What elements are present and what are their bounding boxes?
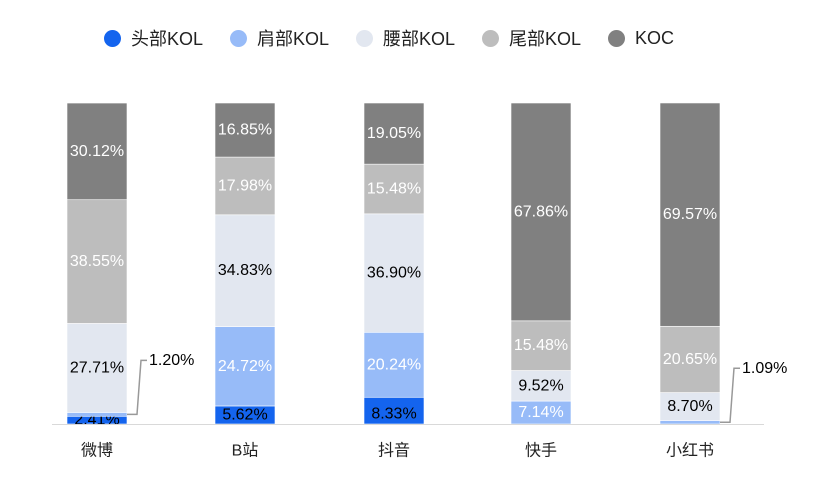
- data-label: 24.72%: [218, 358, 272, 375]
- bar-segment: [363, 213, 425, 333]
- legend-label: 肩部KOL: [257, 29, 330, 49]
- legend-swatch: [104, 29, 121, 47]
- bar-segment: [510, 370, 572, 402]
- bar-segment: [66, 102, 128, 201]
- data-label: 15.48%: [367, 180, 421, 197]
- legend-label: KOC: [635, 27, 675, 48]
- bar-segment: [659, 102, 721, 327]
- legend-swatch: [230, 29, 247, 47]
- bar-segment: [214, 214, 276, 327]
- legend-item: 肩部KOL: [230, 24, 329, 52]
- data-label: 16.85%: [218, 122, 272, 139]
- data-label: 19.05%: [367, 125, 421, 142]
- data-label: 34.83%: [218, 262, 272, 279]
- bar-segment: [510, 102, 572, 322]
- legend-swatch: [356, 29, 373, 47]
- data-label: 17.98%: [218, 177, 272, 194]
- legend-swatch: [482, 29, 499, 47]
- data-label: 8.70%: [667, 398, 712, 415]
- bar-segment: [659, 420, 721, 425]
- legend-item: 尾部KOL: [482, 24, 581, 52]
- bar-segment: [66, 412, 128, 417]
- x-tick-label: B站: [232, 442, 259, 460]
- data-label: 38.55%: [70, 253, 124, 270]
- legend-item: 头部KOL: [104, 24, 203, 52]
- x-tick-label: 抖音: [378, 442, 410, 460]
- x-tick-label: 快手: [525, 442, 557, 460]
- bar-segment: [66, 323, 128, 413]
- bar-segment: [214, 326, 276, 407]
- legend: 头部KOL 肩部KOL 腰部KOL 尾部KOL KOC: [0, 24, 816, 52]
- bar-segment: [66, 199, 128, 324]
- data-label: 27.71%: [70, 359, 124, 376]
- bar-segment: [363, 396, 425, 425]
- bar-segment: [214, 156, 276, 216]
- data-label-callout: 1.09%: [742, 360, 787, 377]
- legend-label: 头部KOL: [131, 29, 204, 49]
- legend-item: KOC: [608, 24, 674, 52]
- legend-label: 腰部KOL: [383, 29, 456, 49]
- data-label: 36.90%: [367, 265, 421, 282]
- data-label: 30.12%: [70, 143, 124, 160]
- data-label: 67.86%: [514, 203, 568, 220]
- bar-segment: [214, 102, 276, 158]
- callout-leader-line: [127, 359, 147, 416]
- bar-segment: [363, 331, 425, 398]
- data-label: 20.24%: [367, 356, 421, 373]
- legend-item: 腰部KOL: [356, 24, 455, 52]
- data-label: 69.57%: [663, 206, 717, 223]
- data-label: 15.48%: [514, 337, 568, 354]
- data-label-callout: 1.20%: [149, 352, 194, 369]
- x-tick-label: 微博: [81, 442, 113, 460]
- data-label: 8.33%: [371, 406, 416, 423]
- bar-segment: [510, 320, 572, 371]
- bar-segment: [363, 102, 425, 165]
- data-label: 5.62%: [222, 406, 267, 423]
- legend-swatch: [608, 29, 625, 47]
- legend-label: 尾部KOL: [509, 29, 582, 49]
- data-label: 9.52%: [518, 377, 563, 394]
- bar-segment: [659, 325, 721, 393]
- data-label: 7.14%: [518, 404, 563, 421]
- callout-leader-line: [720, 367, 740, 424]
- x-tick-label: 小红书: [666, 442, 714, 460]
- data-label: 20.65%: [663, 351, 717, 368]
